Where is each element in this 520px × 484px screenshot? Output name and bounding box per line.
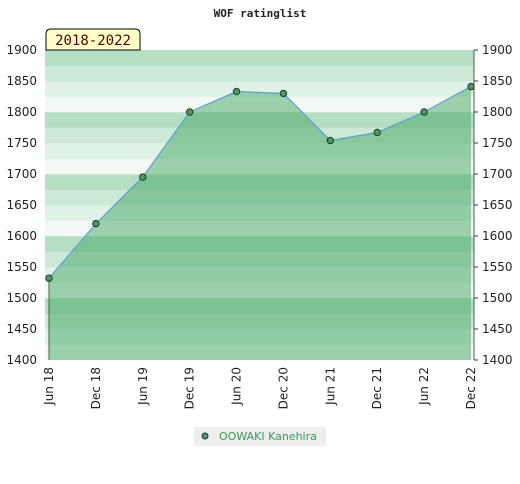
y2-tick-label: 1900: [482, 43, 513, 57]
x-tick-label: Jun 20: [230, 367, 244, 406]
point: [92, 219, 100, 228]
y2-tick-label: 1450: [482, 322, 513, 336]
y-tick-label: 1650: [6, 198, 37, 212]
chart-title: WOF ratinglist: [214, 7, 307, 20]
y-tick-label: 1800: [6, 105, 37, 119]
stripe: [45, 50, 474, 66]
y-tick-label: 1850: [6, 74, 37, 88]
point: [326, 136, 335, 145]
y2-tick-label: 1600: [482, 229, 513, 243]
x-tick-label: Dec 20: [276, 367, 290, 409]
y2-tick-label: 1850: [482, 74, 513, 88]
y2-tick-label: 1500: [482, 291, 513, 305]
stripe: [45, 65, 474, 82]
x-tick-label: Jun 18: [42, 367, 56, 406]
y2-tick-label: 1400: [482, 353, 513, 367]
point: [279, 89, 288, 98]
y-tick-label: 1550: [6, 260, 37, 274]
period-label: 2018-2022: [55, 33, 131, 49]
y-tick-label: 1600: [6, 229, 37, 243]
x-tick-label: Dec 22: [464, 367, 478, 409]
y-tick-label: 1450: [6, 322, 37, 336]
x-tick-label: Jun 21: [323, 367, 337, 406]
y-tick-label: 1400: [6, 353, 37, 367]
period-box: [45, 28, 141, 51]
y-tick-label: 1700: [6, 167, 37, 181]
y2-tick-label: 1550: [482, 260, 513, 274]
point: [467, 82, 475, 91]
x-tick-label: Dec 21: [370, 367, 384, 409]
x-tick-label: Jun 22: [417, 367, 431, 406]
y2-tick-label: 1750: [482, 136, 513, 150]
point: [232, 87, 241, 96]
y2-tick-label: 1650: [482, 198, 513, 212]
legend-marker: [201, 432, 209, 440]
y-tick-label: 1750: [6, 136, 37, 150]
point: [185, 108, 194, 116]
y-tick-label: 1500: [6, 291, 37, 305]
series-line: [48, 86, 472, 279]
stripe: [45, 81, 474, 97]
y-tick-label: 1900: [6, 43, 37, 57]
x-tick-label: Dec 19: [183, 367, 197, 409]
point: [139, 173, 147, 181]
x-tick-label: Jun 19: [136, 367, 150, 406]
area: [49, 86, 471, 360]
x-tick-label: Dec 18: [89, 367, 103, 409]
legend-label: OOWAKI Kanehira: [219, 430, 317, 443]
point: [45, 274, 53, 282]
y2-tick-label: 1800: [482, 105, 513, 119]
point: [373, 128, 381, 137]
legend: [194, 427, 326, 446]
point: [420, 108, 428, 116]
y2-tick-label: 1700: [482, 167, 513, 181]
